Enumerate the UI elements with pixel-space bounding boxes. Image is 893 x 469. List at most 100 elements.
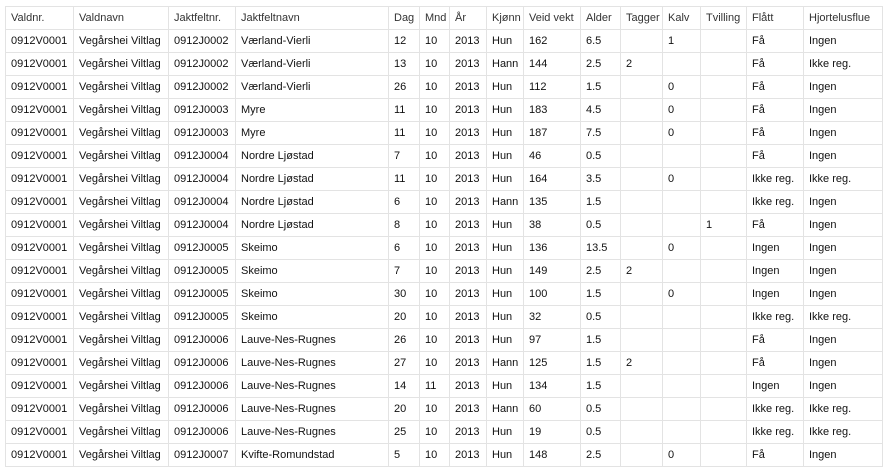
cell-valdnavn: Vegårshei Viltlag [73, 351, 169, 375]
cell-jaktfeltnavn: Lauve-Nes-Rugnes [235, 328, 389, 352]
cell-dag: 26 [388, 75, 420, 99]
cell-tagger: 2 [620, 259, 663, 283]
cell-kjonn: Hun [486, 98, 524, 122]
cell-valdnavn: Vegårshei Viltlag [73, 29, 169, 53]
col-header-valdnavn: Valdnavn [73, 6, 169, 30]
col-header-kalv: Kalv [662, 6, 701, 30]
col-header-dag: Dag [388, 6, 420, 30]
cell-kjonn: Hun [486, 374, 524, 398]
cell-kalv [662, 259, 701, 283]
cell-jaktfeltnavn: Kvifte-Romundstad [235, 443, 389, 467]
cell-ar: 2013 [449, 282, 487, 306]
cell-jaktfeltnavn: Lauve-Nes-Rugnes [235, 397, 389, 421]
cell-valdnr: 0912V0001 [5, 167, 74, 191]
cell-jaktfeltnr: 0912J0005 [168, 259, 236, 283]
cell-alder: 13.5 [580, 236, 621, 260]
cell-kalv: 0 [662, 121, 701, 145]
cell-dag: 6 [388, 190, 420, 214]
cell-valdnr: 0912V0001 [5, 351, 74, 375]
cell-ar: 2013 [449, 144, 487, 168]
cell-kalv [662, 52, 701, 76]
cell-dag: 11 [388, 98, 420, 122]
cell-tvilling [700, 29, 747, 53]
cell-tagger [620, 98, 663, 122]
cell-flatt: Få [746, 328, 804, 352]
cell-valdnavn: Vegårshei Viltlag [73, 75, 169, 99]
cell-veid-vekt: 97 [523, 328, 581, 352]
cell-kjonn: Hann [486, 351, 524, 375]
cell-alder: 1.5 [580, 190, 621, 214]
cell-veid-vekt: 125 [523, 351, 581, 375]
cell-alder: 3.5 [580, 167, 621, 191]
cell-tvilling [700, 443, 747, 467]
cell-kjonn: Hann [486, 52, 524, 76]
cell-jaktfeltnr: 0912J0005 [168, 236, 236, 260]
cell-dag: 7 [388, 144, 420, 168]
table-row: 0912V0001 Vegårshei Viltlag 0912J0005 Skeim… [5, 305, 883, 329]
cell-hjortelusflue: Ingen [803, 259, 883, 283]
cell-valdnavn: Vegårshei Viltlag [73, 420, 169, 444]
cell-hjortelusflue: Ingen [803, 144, 883, 168]
cell-veid-vekt: 134 [523, 374, 581, 398]
cell-valdnr: 0912V0001 [5, 75, 74, 99]
cell-alder: 1.5 [580, 351, 621, 375]
cell-valdnavn: Vegårshei Viltlag [73, 52, 169, 76]
cell-kjonn: Hun [486, 328, 524, 352]
cell-tvilling [700, 305, 747, 329]
table-row: 0912V0001 Vegårshei Viltlag 0912J0006 Lauve… [5, 351, 883, 375]
cell-valdnavn: Vegårshei Viltlag [73, 190, 169, 214]
cell-tvilling [700, 236, 747, 260]
cell-jaktfeltnavn: Lauve-Nes-Rugnes [235, 351, 389, 375]
cell-hjortelusflue: Ingen [803, 443, 883, 467]
cell-valdnr: 0912V0001 [5, 121, 74, 145]
cell-kalv: 0 [662, 75, 701, 99]
cell-tvilling [700, 374, 747, 398]
cell-ar: 2013 [449, 29, 487, 53]
cell-kjonn: Hann [486, 397, 524, 421]
cell-ar: 2013 [449, 420, 487, 444]
cell-hjortelusflue: Ikke reg. [803, 52, 883, 76]
cell-alder: 1.5 [580, 374, 621, 398]
table-row: 0912V0001 Vegårshei Viltlag 0912J0003 Myre 1… [5, 121, 883, 145]
cell-jaktfeltnr: 0912J0002 [168, 75, 236, 99]
cell-tagger [620, 121, 663, 145]
cell-veid-vekt: 164 [523, 167, 581, 191]
table-row: 0912V0001 Vegårshei Viltlag 0912J0003 Myre 1… [5, 98, 883, 122]
cell-valdnr: 0912V0001 [5, 144, 74, 168]
cell-dag: 12 [388, 29, 420, 53]
table-row: 0912V0001 Vegårshei Viltlag 0912J0005 Skeim… [5, 282, 883, 306]
cell-kalv: 0 [662, 282, 701, 306]
cell-alder: 6.5 [580, 29, 621, 53]
table-row: 0912V0001 Vegårshei Viltlag 0912J0005 Skeim… [5, 236, 883, 260]
cell-kalv: 0 [662, 98, 701, 122]
cell-kalv [662, 190, 701, 214]
cell-kjonn: Hun [486, 75, 524, 99]
cell-flatt: Få [746, 351, 804, 375]
cell-kjonn: Hun [486, 144, 524, 168]
cell-flatt: Ingen [746, 259, 804, 283]
cell-jaktfeltnavn: Nordre Ljøstad [235, 167, 389, 191]
cell-kalv [662, 305, 701, 329]
cell-ar: 2013 [449, 167, 487, 191]
cell-valdnavn: Vegårshei Viltlag [73, 374, 169, 398]
cell-dag: 6 [388, 236, 420, 260]
cell-kjonn: Hun [486, 121, 524, 145]
cell-valdnr: 0912V0001 [5, 374, 74, 398]
cell-tvilling [700, 52, 747, 76]
cell-tagger [620, 75, 663, 99]
cell-kalv: 0 [662, 443, 701, 467]
cell-flatt: Ingen [746, 282, 804, 306]
cell-valdnr: 0912V0001 [5, 236, 74, 260]
cell-ar: 2013 [449, 213, 487, 237]
col-header-mnd: Mnd [419, 6, 450, 30]
cell-dag: 25 [388, 420, 420, 444]
col-header-flatt: Flått [746, 6, 804, 30]
cell-tagger [620, 144, 663, 168]
cell-kjonn: Hun [486, 236, 524, 260]
cell-jaktfeltnavn: Lauve-Nes-Rugnes [235, 374, 389, 398]
cell-flatt: Få [746, 121, 804, 145]
cell-valdnavn: Vegårshei Viltlag [73, 121, 169, 145]
cell-kalv [662, 144, 701, 168]
cell-jaktfeltnavn: Værland-Vierli [235, 52, 389, 76]
cell-mnd: 10 [419, 282, 450, 306]
